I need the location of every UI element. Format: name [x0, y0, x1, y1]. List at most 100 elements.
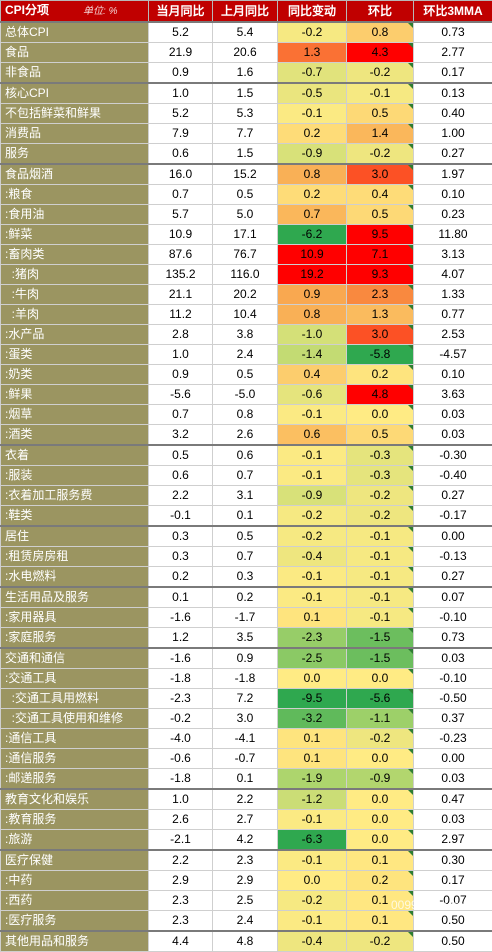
- cell-previous-yoy: 0.9: [213, 648, 278, 669]
- row-label: 居住: [1, 526, 149, 547]
- cell-mom: 0.1: [347, 911, 414, 932]
- header-current-yoy: 当月同比: [149, 1, 213, 23]
- cell-current-yoy: 0.6: [149, 144, 213, 165]
- row-label: 不包括鲜菜和鲜果: [1, 104, 149, 124]
- row-label: 教育文化和娱乐: [1, 789, 149, 810]
- row-label: :租赁房房租: [1, 547, 149, 567]
- cell-mom: -0.2: [347, 729, 414, 749]
- cell-mom: 4.3: [347, 43, 414, 63]
- cell-current-yoy: 11.2: [149, 305, 213, 325]
- row-label: :奶类: [1, 365, 149, 385]
- cell-previous-yoy: 5.0: [213, 205, 278, 225]
- row-label: 交通和通信: [1, 648, 149, 669]
- header-category: CPI分项单位: %: [1, 1, 149, 23]
- cell-mom-3mma: 0.03: [414, 425, 492, 446]
- cell-current-yoy: 16.0: [149, 164, 213, 185]
- cell-yoy-change: -0.1: [278, 466, 347, 486]
- cell-current-yoy: 0.6: [149, 466, 213, 486]
- cell-yoy-change: -0.4: [278, 547, 347, 567]
- cell-mom-3mma: 3.63: [414, 385, 492, 405]
- row-label: :交通工具使用和维修: [1, 709, 149, 729]
- cell-yoy-change: -1.9: [278, 769, 347, 790]
- cell-mom: 3.0: [347, 325, 414, 345]
- cell-mom-3mma: 3.13: [414, 245, 492, 265]
- cell-current-yoy: 21.9: [149, 43, 213, 63]
- cell-previous-yoy: 20.6: [213, 43, 278, 63]
- cell-mom-3mma: 0.37: [414, 709, 492, 729]
- row-label: :交通工具用燃料: [1, 689, 149, 709]
- cell-mom: -0.1: [347, 608, 414, 628]
- row-label: :西药: [1, 891, 149, 911]
- watermark: 0099888.com: [391, 898, 464, 912]
- cell-yoy-change: -6.2: [278, 225, 347, 245]
- cell-mom-3mma: -0.10: [414, 608, 492, 628]
- cell-mom-3mma: 0.47: [414, 789, 492, 810]
- cell-previous-yoy: 3.8: [213, 325, 278, 345]
- cell-yoy-change: 0.4: [278, 365, 347, 385]
- cell-yoy-change: 0.2: [278, 185, 347, 205]
- cell-previous-yoy: 15.2: [213, 164, 278, 185]
- cell-current-yoy: 1.0: [149, 83, 213, 104]
- cell-current-yoy: 1.0: [149, 789, 213, 810]
- cell-yoy-change: -3.2: [278, 709, 347, 729]
- cell-previous-yoy: 2.3: [213, 850, 278, 871]
- row-label: 服务: [1, 144, 149, 165]
- cell-mom: -0.2: [347, 63, 414, 84]
- cell-yoy-change: -0.1: [278, 405, 347, 425]
- cell-mom-3mma: -0.40: [414, 466, 492, 486]
- cell-mom: -0.1: [347, 83, 414, 104]
- cell-mom-3mma: -0.13: [414, 547, 492, 567]
- row-label: :粮食: [1, 185, 149, 205]
- cell-current-yoy: 1.2: [149, 628, 213, 649]
- cell-mom: -0.2: [347, 144, 414, 165]
- cell-current-yoy: 2.8: [149, 325, 213, 345]
- row-label: :家用器具: [1, 608, 149, 628]
- cell-previous-yoy: 0.7: [213, 547, 278, 567]
- cell-yoy-change: 0.1: [278, 608, 347, 628]
- cell-mom-3mma: 0.10: [414, 185, 492, 205]
- cell-mom-3mma: 0.03: [414, 648, 492, 669]
- header-previous-yoy: 上月同比: [213, 1, 278, 23]
- cell-yoy-change: 0.9: [278, 285, 347, 305]
- cell-current-yoy: 3.2: [149, 425, 213, 446]
- cell-current-yoy: -1.8: [149, 669, 213, 689]
- cell-mom-3mma: 2.97: [414, 830, 492, 851]
- cell-yoy-change: -1.2: [278, 789, 347, 810]
- cell-previous-yoy: 5.4: [213, 22, 278, 43]
- cell-current-yoy: -0.2: [149, 709, 213, 729]
- cell-previous-yoy: -5.0: [213, 385, 278, 405]
- cell-mom: 0.2: [347, 871, 414, 891]
- cell-current-yoy: 0.3: [149, 526, 213, 547]
- cell-mom-3mma: 0.73: [414, 628, 492, 649]
- cell-yoy-change: -0.1: [278, 567, 347, 588]
- row-label: :服装: [1, 466, 149, 486]
- cell-mom-3mma: 1.00: [414, 124, 492, 144]
- cell-yoy-change: 19.2: [278, 265, 347, 285]
- cell-previous-yoy: 76.7: [213, 245, 278, 265]
- cell-mom-3mma: 0.07: [414, 587, 492, 608]
- cell-previous-yoy: 116.0: [213, 265, 278, 285]
- cell-yoy-change: 0.0: [278, 669, 347, 689]
- cell-mom: -5.6: [347, 689, 414, 709]
- cell-mom: 0.0: [347, 749, 414, 769]
- cell-previous-yoy: -4.1: [213, 729, 278, 749]
- row-label: 非食品: [1, 63, 149, 84]
- row-label: 食品烟酒: [1, 164, 149, 185]
- row-label: :教育服务: [1, 810, 149, 830]
